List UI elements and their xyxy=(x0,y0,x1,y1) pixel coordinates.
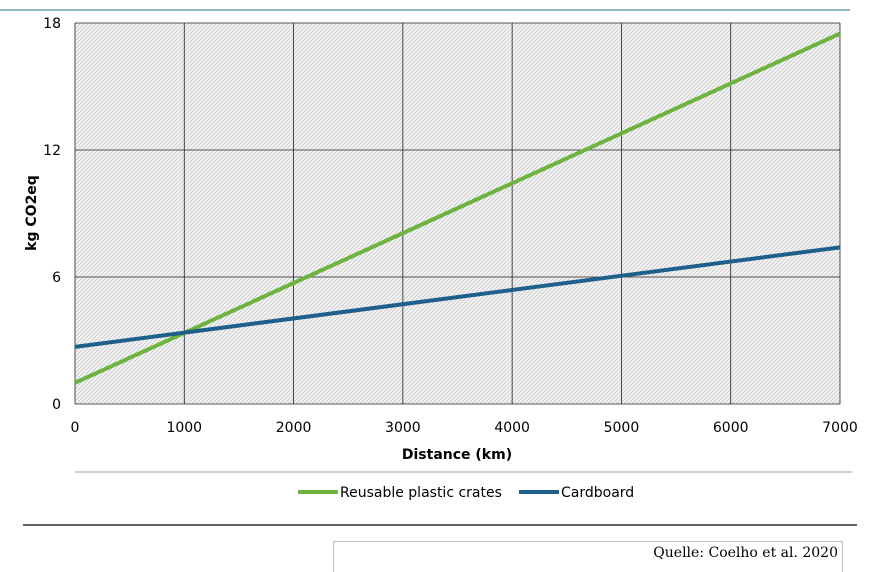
x-tick-label: 1000 xyxy=(166,420,202,436)
x-tick-label: 0 xyxy=(71,420,80,436)
x-tick-label: 5000 xyxy=(604,420,640,436)
x-tick-label: 4000 xyxy=(494,420,530,436)
y-tick-labels: 0 6 12 18 xyxy=(43,16,61,413)
y-axis-title: kg CO2eq xyxy=(24,175,40,251)
legend-label: Reusable plastic crates xyxy=(340,485,502,501)
source-text: Quelle: Coelho et al. 2020 xyxy=(653,545,838,561)
y-tick-label: 12 xyxy=(43,143,61,159)
y-tick-label: 6 xyxy=(52,270,61,286)
legend-label: Cardboard xyxy=(561,485,634,501)
series-lines xyxy=(74,31,841,385)
source-box: Quelle: Coelho et al. 2020 xyxy=(333,541,843,572)
x-tick-label: 6000 xyxy=(713,420,749,436)
gridlines xyxy=(74,22,841,405)
x-tick-label: 3000 xyxy=(385,420,421,436)
y-tick-label: 18 xyxy=(43,16,61,32)
plot-area xyxy=(75,23,840,404)
x-axis-title: Distance (km) xyxy=(402,447,512,463)
series-line xyxy=(74,31,841,385)
x-tick-labels: 0 1000 2000 3000 4000 5000 6000 7000 xyxy=(71,420,858,436)
legend: Reusable plastic crates Cardboard xyxy=(298,485,634,501)
x-tick-label: 2000 xyxy=(276,420,312,436)
x-tick-label: 7000 xyxy=(822,420,858,436)
y-tick-label: 0 xyxy=(52,397,61,413)
series-line xyxy=(74,245,841,349)
